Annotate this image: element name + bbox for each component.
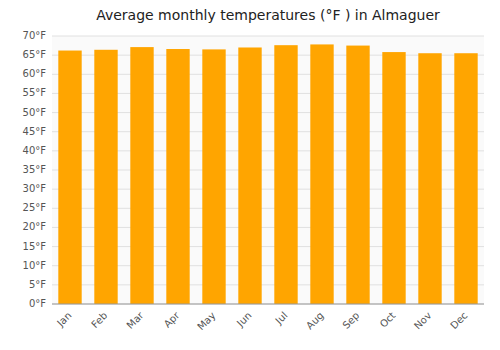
bar xyxy=(418,53,441,304)
bar xyxy=(310,44,333,304)
y-tick-label: 5°F xyxy=(29,279,46,290)
x-tick-label: Dec xyxy=(448,310,469,331)
x-tick-label: Sep xyxy=(340,310,361,331)
x-axis: Jan Feb Mar Apr May Jun Jul Aug Sep Oct Nov Dec xyxy=(52,304,484,332)
y-tick-label: 70°F xyxy=(23,30,47,41)
title: Average monthly temperatures (°F ) in Al… xyxy=(96,7,440,23)
bar xyxy=(382,52,405,304)
bars xyxy=(58,44,477,304)
x-axis-line xyxy=(52,304,484,305)
x-tick-label: Oct xyxy=(378,310,398,330)
bar xyxy=(202,49,225,304)
bar xyxy=(130,47,153,304)
bar xyxy=(274,45,297,304)
y-tick-label: 55°F xyxy=(23,87,47,98)
y-tick-label: 40°F xyxy=(23,145,47,156)
x-tick-label: Nov xyxy=(412,310,434,332)
y-tick-label: 15°F xyxy=(23,241,47,252)
x-tick-label: Jul xyxy=(273,310,290,327)
y-tick-label: 0°F xyxy=(29,298,46,309)
y-tick-label: 45°F xyxy=(23,126,47,137)
x-tick-label: Aug xyxy=(304,310,326,332)
x-tick-label: Jan xyxy=(54,310,73,329)
bar xyxy=(166,49,189,304)
y-tick-label: 20°F xyxy=(23,221,47,232)
bar xyxy=(454,53,477,304)
chart: Average monthly temperatures (°F ) in Al… xyxy=(0,0,500,350)
chart-container: Average monthly temperatures (°F ) in Al… xyxy=(0,0,500,350)
x-tick-label: Jun xyxy=(234,310,254,330)
bar xyxy=(94,50,117,304)
grid-line xyxy=(52,304,484,305)
plot-background xyxy=(52,36,484,304)
y-tick-label: 30°F xyxy=(23,183,47,194)
x-tick-label: Mar xyxy=(124,309,146,331)
y-tick-label: 10°F xyxy=(23,260,47,271)
x-tick-label: Apr xyxy=(162,309,183,330)
y-tick-label: 50°F xyxy=(23,107,47,118)
y-axis: 0°F 5°F 10°F 15°F 20°F 25°F 30°F 35°F 40°F 45°F 50… xyxy=(23,30,484,309)
bar xyxy=(346,46,369,304)
x-tick-label: Feb xyxy=(89,310,109,330)
bar xyxy=(238,47,261,304)
bar xyxy=(58,51,81,304)
x-tick-label: May xyxy=(195,310,217,332)
y-tick-label: 25°F xyxy=(23,202,47,213)
y-tick-label: 65°F xyxy=(23,49,47,60)
y-tick-label: 35°F xyxy=(23,164,47,175)
grid-line xyxy=(52,36,484,37)
y-tick-label: 60°F xyxy=(23,68,47,79)
